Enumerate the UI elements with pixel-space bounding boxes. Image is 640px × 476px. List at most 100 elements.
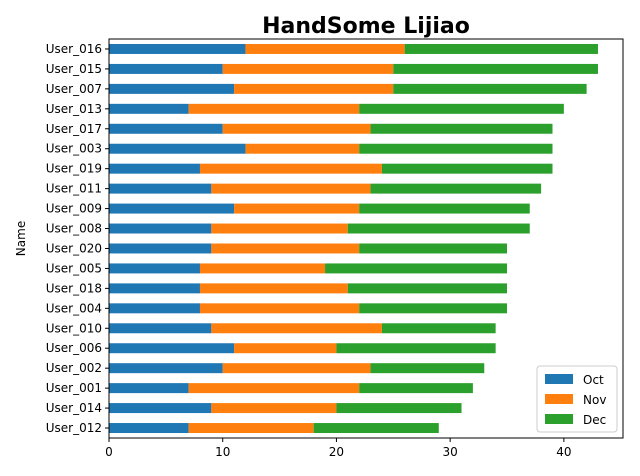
bar-oct-user_009 [109,203,235,214]
bar-dec-user_014 [336,403,462,414]
bar-dec-user_016 [404,43,598,54]
legend-label-nov: Nov [583,393,606,407]
bar-dec-user_006 [336,343,496,354]
bar-oct-user_013 [109,103,189,114]
bar-nov-user_004 [199,303,360,314]
bar-nov-user_007 [234,83,394,94]
bar-oct-user_011 [109,183,212,194]
bar-nov-user_018 [199,283,348,294]
y-tick-label: User_002 [46,361,102,375]
bar-oct-user_006 [109,343,235,354]
bar-nov-user_005 [199,263,326,274]
y-tick-label: User_009 [46,202,102,216]
bar-oct-user_018 [109,283,200,294]
bar-oct-user_020 [109,243,212,254]
plot-frame [108,38,624,439]
y-tick-label: User_015 [46,62,102,76]
bar-dec-user_003 [359,143,553,154]
bar-oct-user_019 [109,163,200,174]
y-tick-label: User_016 [46,42,102,56]
bar-nov-user_002 [222,363,371,374]
bar-nov-user_017 [222,123,371,134]
y-tick-label: User_007 [46,82,102,96]
bar-oct-user_002 [109,363,223,374]
bar-oct-user_016 [109,43,246,54]
x-tick-label: 0 [105,445,113,459]
y-tick-label: User_017 [46,122,102,136]
bar-nov-user_011 [211,183,371,194]
y-tick-label: User_014 [46,401,102,415]
bar-dec-user_015 [393,63,598,74]
y-tick-label: User_012 [46,421,102,435]
bar-oct-user_001 [109,383,189,394]
y-tick-label: User_019 [46,162,102,176]
chart-title: HandSome Lijiao [262,14,470,39]
bar-dec-user_004 [359,303,508,314]
bar-dec-user_010 [381,323,496,334]
legend-label-dec: Dec [583,413,606,427]
bar-nov-user_013 [188,103,360,114]
y-tick-label: User_018 [46,281,102,295]
bar-dec-user_013 [359,103,564,114]
legend-swatch-oct [545,374,573,384]
bar-nov-user_015 [222,63,394,74]
x-tick-label: 10 [215,445,230,459]
bar-oct-user_004 [109,303,200,314]
bar-dec-user_012 [313,423,439,434]
bar-oct-user_005 [109,263,200,274]
y-tick-label: User_004 [46,301,102,315]
bar-nov-user_019 [199,163,382,174]
bar-oct-user_014 [109,403,212,414]
y-tick-label: User_010 [46,321,102,335]
y-axis: User_016 User_015 User_007 User_013 User_017… [46,42,109,435]
bar-oct-user_010 [109,323,212,334]
bar-dec-user_020 [359,243,508,254]
legend-label-oct: Oct [583,373,604,387]
bar-nov-user_003 [245,143,360,154]
bar-dec-user_005 [325,263,508,274]
legend: Oct Nov Dec [536,365,618,433]
bar-dec-user_018 [347,283,508,294]
y-tick-label: User_006 [46,341,102,355]
bar-nov-user_014 [211,403,337,414]
y-axis-label: Name [14,221,28,256]
bar-oct-user_008 [109,223,212,234]
bar-dec-user_019 [381,163,553,174]
y-tick-label: User_013 [46,102,102,116]
x-tick-label: 30 [443,445,458,459]
y-tick-label: User_005 [46,261,102,275]
bar-dec-user_002 [370,363,485,374]
bar-nov-user_006 [234,343,337,354]
bar-dec-user_017 [370,123,553,134]
y-tick-label: User_003 [46,142,102,156]
bar-nov-user_001 [188,383,360,394]
bars-group [109,43,598,434]
bar-nov-user_010 [211,323,382,334]
bar-oct-user_003 [109,143,246,154]
bar-dec-user_009 [359,203,530,214]
bar-dec-user_008 [347,223,530,234]
bar-nov-user_009 [234,203,360,214]
x-axis: 0 10 20 30 40 [105,438,572,459]
y-tick-label: User_008 [46,222,102,236]
y-tick-label: User_001 [46,381,102,395]
bar-dec-user_001 [359,383,473,394]
bar-oct-user_015 [109,63,223,74]
bar-oct-user_017 [109,123,223,134]
bar-oct-user_012 [109,423,189,434]
legend-swatch-dec [545,414,573,424]
legend-swatch-nov [545,394,573,404]
x-tick-label: 20 [329,445,344,459]
bar-oct-user_007 [109,83,235,94]
y-tick-label: User_011 [46,182,102,196]
y-tick-label: User_020 [46,241,102,255]
bar-dec-user_007 [393,83,587,94]
bar-nov-user_008 [211,223,348,234]
bar-dec-user_011 [370,183,542,194]
bar-nov-user_016 [245,43,405,54]
bar-nov-user_020 [211,243,360,254]
bar-nov-user_012 [188,423,314,434]
x-tick-label: 40 [556,445,571,459]
